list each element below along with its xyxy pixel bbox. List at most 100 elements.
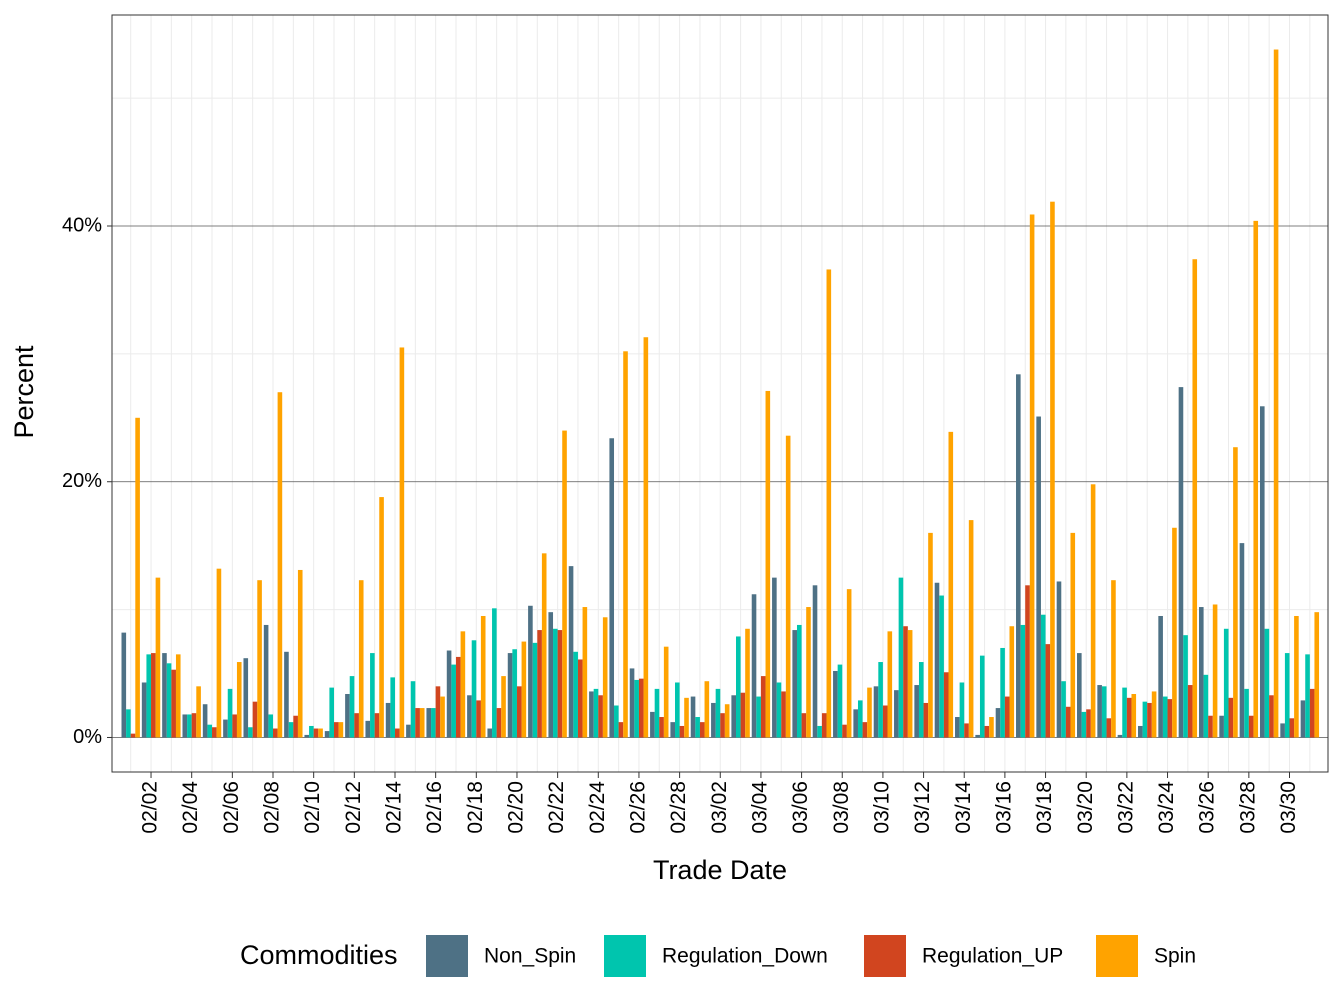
bar <box>928 532 933 738</box>
bar <box>318 728 323 738</box>
bar <box>1300 700 1306 738</box>
bar <box>731 695 736 738</box>
x-tick-label: 03/20 <box>1074 781 1097 834</box>
bar <box>857 700 863 738</box>
bar <box>435 686 441 738</box>
bar <box>724 704 730 738</box>
bar <box>1101 686 1107 738</box>
bar <box>873 686 879 738</box>
bar <box>582 607 588 738</box>
x-tick-label: 02/24 <box>586 781 609 834</box>
bar <box>349 676 355 738</box>
bar <box>243 658 249 738</box>
bar <box>354 713 359 738</box>
bar <box>796 624 802 738</box>
bar <box>842 724 847 738</box>
bar <box>1269 695 1274 738</box>
x-tick-label: 03/06 <box>789 781 812 834</box>
bar <box>846 589 852 738</box>
bar <box>130 733 136 738</box>
bar <box>487 728 493 738</box>
x-tick-label: 03/04 <box>748 781 771 834</box>
x-tick-label: 03/14 <box>952 781 975 834</box>
bar <box>263 624 269 738</box>
bar <box>1280 723 1285 738</box>
bar <box>1158 615 1163 738</box>
legend-label: Spin <box>1154 945 1196 968</box>
bar <box>273 728 278 738</box>
x-axis-title: Trade Date <box>653 855 787 885</box>
y-tick-label: 20% <box>62 470 102 492</box>
bar <box>609 438 615 738</box>
legend-swatch <box>1096 935 1138 977</box>
bar <box>1106 718 1112 738</box>
bar <box>553 628 558 738</box>
bar <box>460 631 466 738</box>
bar <box>614 705 619 738</box>
bar <box>236 662 242 738</box>
bar <box>776 682 782 738</box>
bar <box>684 697 689 738</box>
bar <box>577 659 583 738</box>
bar <box>334 722 339 738</box>
bar <box>650 711 655 738</box>
bar <box>171 669 176 738</box>
bar <box>887 631 893 738</box>
bar <box>141 682 147 738</box>
bar <box>1212 604 1218 738</box>
bar <box>1228 697 1234 738</box>
bar <box>1122 687 1127 738</box>
bar <box>196 686 201 738</box>
legend-title: Commodities <box>240 940 398 970</box>
bar <box>690 696 696 738</box>
x-tick-label: 02/26 <box>626 781 649 834</box>
bar <box>492 608 497 738</box>
bar <box>1192 259 1198 738</box>
legend-label: Regulation_UP <box>922 945 1063 968</box>
bar <box>451 664 456 738</box>
bar <box>955 717 960 738</box>
bar <box>541 553 547 738</box>
bar <box>521 641 527 738</box>
bar <box>1314 612 1320 738</box>
bar <box>345 693 350 738</box>
bar <box>984 725 990 738</box>
bar <box>557 630 563 738</box>
bar <box>959 682 965 738</box>
x-tick-label: 03/18 <box>1033 781 1056 834</box>
bar <box>370 653 375 738</box>
x-tick-label: 02/04 <box>179 781 202 834</box>
bar <box>385 702 391 738</box>
bar <box>1172 527 1177 738</box>
bar <box>756 696 761 738</box>
bar <box>1065 706 1071 738</box>
bar <box>1294 615 1299 738</box>
panel-border <box>111 14 1329 773</box>
bar <box>573 651 578 738</box>
bar <box>817 725 822 738</box>
bar <box>801 713 807 738</box>
bar <box>293 715 298 738</box>
bar <box>252 701 258 738</box>
bar <box>1259 406 1265 738</box>
bar <box>1056 581 1062 738</box>
bar <box>670 722 676 738</box>
bar <box>1131 693 1137 738</box>
bar <box>837 664 843 738</box>
bar <box>431 708 436 738</box>
bar <box>995 708 1001 738</box>
bar <box>455 656 461 738</box>
bar <box>634 679 639 738</box>
x-tick-label: 02/12 <box>342 781 365 834</box>
bar <box>1264 628 1270 738</box>
bar <box>1138 725 1143 738</box>
bar <box>826 269 832 738</box>
bar <box>507 653 513 738</box>
legend-label: Non_Spin <box>484 945 576 968</box>
y-tick-label: 40% <box>62 214 102 236</box>
bar <box>537 630 542 738</box>
bar <box>765 390 771 738</box>
bar <box>248 727 253 738</box>
bar <box>751 594 757 738</box>
